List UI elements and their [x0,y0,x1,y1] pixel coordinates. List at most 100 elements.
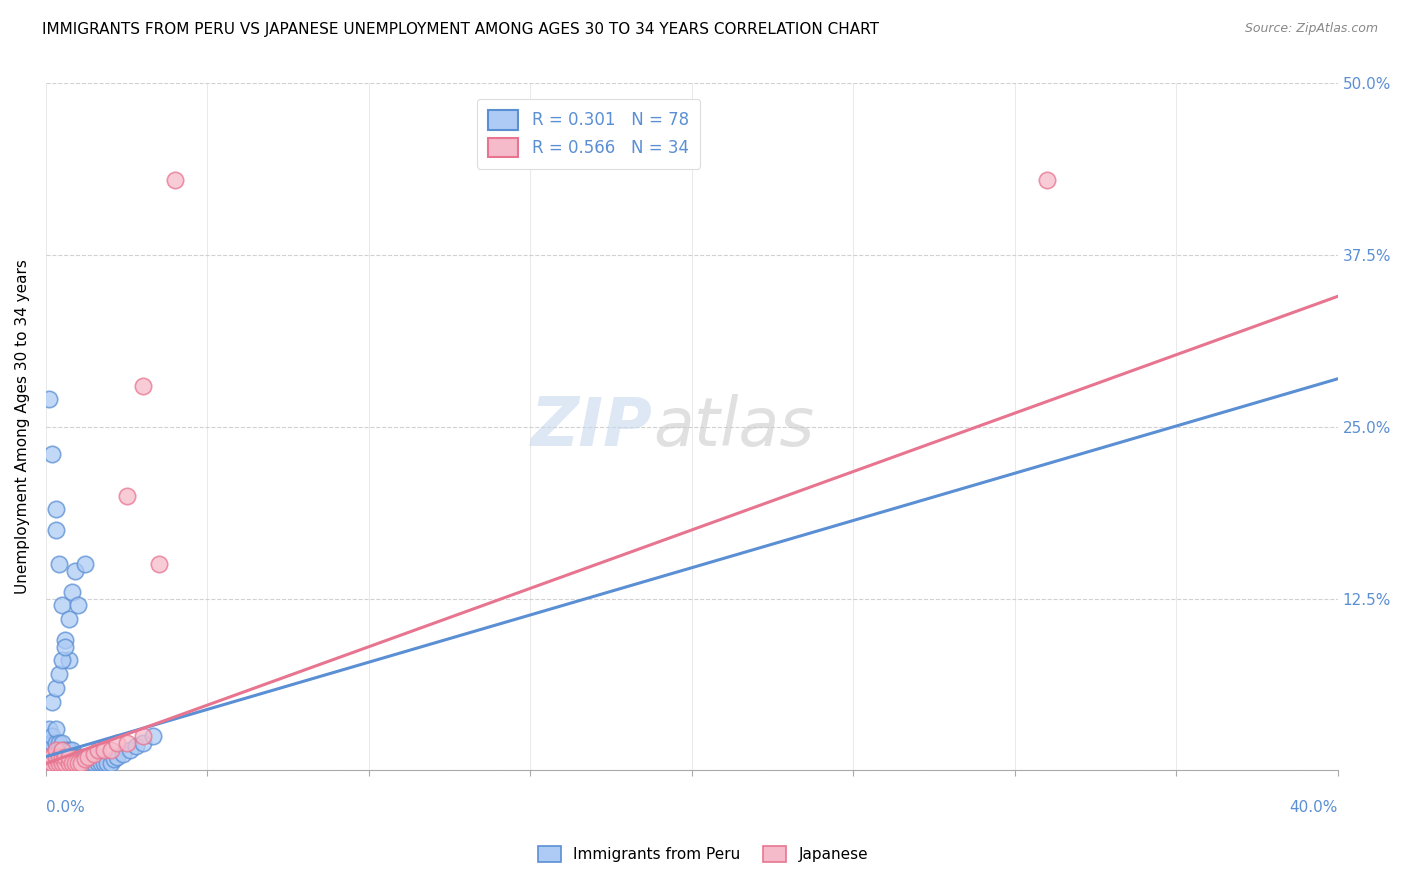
Point [51,749,73,764]
Point [115,736,138,750]
Point [45,736,67,750]
Point [48,756,70,771]
Point [41,756,63,771]
Text: Source: ZipAtlas.com: Source: ZipAtlas.com [1244,22,1378,36]
Point [41,695,63,709]
Point [45,722,67,736]
Point [112,747,135,761]
Point [45,756,67,771]
Point [67,599,90,613]
Point [51,736,73,750]
Point [48,743,70,757]
Point [83,749,105,764]
Point [41,749,63,764]
Point [38,749,60,764]
Point [148,558,170,572]
Point [53,749,76,764]
Point [67,756,90,771]
Legend: R = 0.301   N = 78, R = 0.566   N = 34: R = 0.301 N = 78, R = 0.566 N = 34 [477,99,700,169]
Point [51,756,73,771]
Point [86,743,108,757]
Point [51,599,73,613]
Point [41,447,63,461]
Point [86,756,108,771]
Point [105,749,128,764]
Point [51,749,73,764]
Point [45,523,67,537]
Point [41,749,63,764]
Point [60,743,83,757]
Point [45,749,67,764]
Legend: Immigrants from Peru, Japanese: Immigrants from Peru, Japanese [531,840,875,868]
Point [83,756,105,771]
Point [51,743,73,757]
Point [67,756,90,771]
Point [93,756,115,771]
Point [45,752,67,766]
Point [38,743,60,757]
Point [58,612,80,626]
Point [45,681,67,695]
Point [58,749,80,764]
Point [77,756,100,771]
Point [67,749,90,764]
Point [77,749,100,764]
Point [38,722,60,736]
Point [58,653,80,667]
Text: 0.0%: 0.0% [46,799,84,814]
Point [132,729,155,743]
Point [103,752,125,766]
Point [38,756,60,771]
Point [73,752,96,766]
Point [51,653,73,667]
Point [60,756,83,771]
Point [51,756,73,771]
Point [63,564,86,578]
Point [60,584,83,599]
Point [41,747,63,761]
Point [58,749,80,764]
Point [73,749,96,764]
Point [53,743,76,757]
Point [48,558,70,572]
Point [45,743,67,757]
Point [77,749,100,764]
Point [70,756,93,771]
Point [132,736,155,750]
Point [165,172,187,186]
Point [53,756,76,771]
Point [70,749,93,764]
Point [38,749,60,764]
Point [90,756,112,771]
Point [100,743,122,757]
Point [100,756,122,771]
Point [70,756,93,771]
Text: 40.0%: 40.0% [1289,799,1337,814]
Point [73,756,96,771]
Point [58,743,80,757]
Text: ZIP: ZIP [531,394,652,460]
Point [58,756,80,771]
Point [38,392,60,407]
Point [93,743,115,757]
Point [132,378,155,392]
Point [60,756,83,771]
Text: atlas: atlas [652,394,814,460]
Text: IMMIGRANTS FROM PERU VS JAPANESE UNEMPLOYMENT AMONG AGES 30 TO 34 YEARS CORRELAT: IMMIGRANTS FROM PERU VS JAPANESE UNEMPLO… [42,22,879,37]
Point [63,756,86,771]
Point [80,756,103,771]
Point [38,736,60,750]
Point [48,749,70,764]
Point [41,743,63,757]
Point [141,729,163,743]
Point [41,729,63,743]
Point [63,749,86,764]
Point [38,756,60,771]
Point [45,756,67,771]
Point [53,749,76,764]
Point [41,736,63,750]
Point [63,756,86,771]
Point [41,752,63,766]
Point [53,756,76,771]
Y-axis label: Unemployment Among Ages 30 to 34 years: Unemployment Among Ages 30 to 34 years [15,260,30,594]
